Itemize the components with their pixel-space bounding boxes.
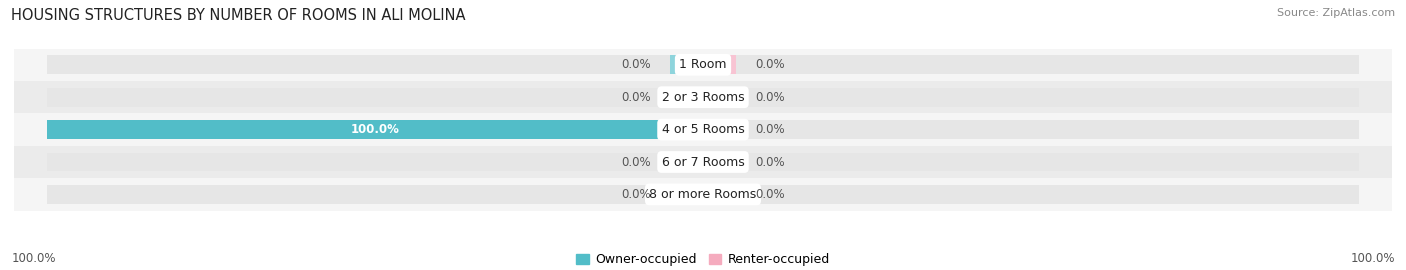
Bar [14, 178, 1392, 211]
Bar [14, 49, 1392, 81]
Text: 0.0%: 0.0% [621, 58, 651, 71]
Text: HOUSING STRUCTURES BY NUMBER OF ROOMS IN ALI MOLINA: HOUSING STRUCTURES BY NUMBER OF ROOMS IN… [11, 8, 465, 23]
Bar [46, 185, 703, 204]
Bar [14, 146, 1392, 178]
Text: 0.0%: 0.0% [755, 58, 785, 71]
Bar [14, 81, 1392, 113]
Text: 6 or 7 Rooms: 6 or 7 Rooms [662, 156, 744, 168]
Text: 1 Room: 1 Room [679, 58, 727, 71]
Text: 100.0%: 100.0% [11, 252, 56, 265]
Bar [703, 120, 735, 139]
Text: 100.0%: 100.0% [350, 123, 399, 136]
Bar [14, 113, 1392, 146]
Bar [46, 120, 703, 139]
Bar [703, 88, 1360, 107]
Bar [703, 153, 1360, 171]
Bar [703, 88, 735, 107]
Text: 0.0%: 0.0% [621, 156, 651, 168]
Bar [671, 153, 703, 171]
Bar [703, 185, 735, 204]
Bar [703, 185, 1360, 204]
Text: 0.0%: 0.0% [621, 91, 651, 104]
Text: 2 or 3 Rooms: 2 or 3 Rooms [662, 91, 744, 104]
Bar [703, 55, 735, 74]
Bar [671, 55, 703, 74]
Text: 0.0%: 0.0% [755, 188, 785, 201]
Text: 100.0%: 100.0% [1350, 252, 1395, 265]
Bar [703, 153, 735, 171]
Bar [46, 55, 703, 74]
Text: 0.0%: 0.0% [755, 91, 785, 104]
Bar [46, 120, 703, 139]
Bar [703, 55, 1360, 74]
Legend: Owner-occupied, Renter-occupied: Owner-occupied, Renter-occupied [576, 253, 830, 266]
Bar [46, 88, 703, 107]
Text: 0.0%: 0.0% [621, 188, 651, 201]
Bar [46, 153, 703, 171]
Text: 4 or 5 Rooms: 4 or 5 Rooms [662, 123, 744, 136]
Bar [671, 185, 703, 204]
Text: 8 or more Rooms: 8 or more Rooms [650, 188, 756, 201]
Bar [671, 88, 703, 107]
Text: 0.0%: 0.0% [755, 156, 785, 168]
Text: Source: ZipAtlas.com: Source: ZipAtlas.com [1277, 8, 1395, 18]
Text: 0.0%: 0.0% [755, 123, 785, 136]
Bar [703, 120, 1360, 139]
